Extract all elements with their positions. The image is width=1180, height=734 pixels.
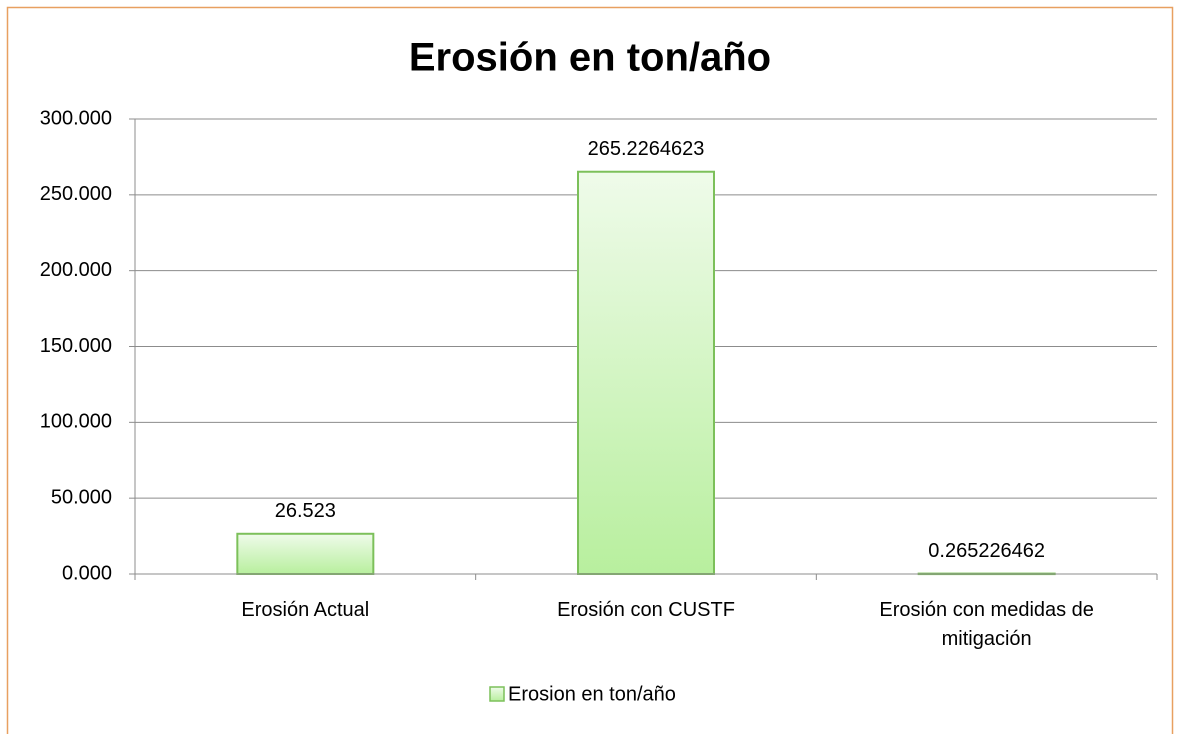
legend-label: Erosion en ton/año bbox=[508, 683, 676, 705]
data-label: 26.523 bbox=[275, 500, 336, 522]
data-label: 265.2264623 bbox=[588, 138, 705, 160]
data-label: 0.265226462 bbox=[928, 540, 1045, 562]
bar bbox=[577, 170, 715, 575]
chart-title: Erosión en ton/año bbox=[409, 36, 771, 80]
y-tick-label: 0.000 bbox=[62, 562, 112, 584]
bar bbox=[236, 532, 375, 575]
x-tick-label: Erosión Actual bbox=[241, 599, 370, 621]
y-tick-label: 300.000 bbox=[40, 107, 112, 129]
legend-swatch bbox=[489, 686, 505, 702]
y-tick-label: 250.000 bbox=[40, 183, 112, 205]
x-tick-label: Erosión con medidas de mitigación bbox=[879, 599, 1094, 650]
y-tick-label: 100.000 bbox=[40, 411, 112, 433]
y-tick-label: 50.000 bbox=[51, 486, 112, 508]
y-tick-label: 150.000 bbox=[40, 335, 112, 357]
chart-border bbox=[6, 6, 1174, 734]
y-tick-label: 200.000 bbox=[40, 259, 112, 281]
x-tick-label: Erosión con CUSTF bbox=[557, 599, 735, 621]
